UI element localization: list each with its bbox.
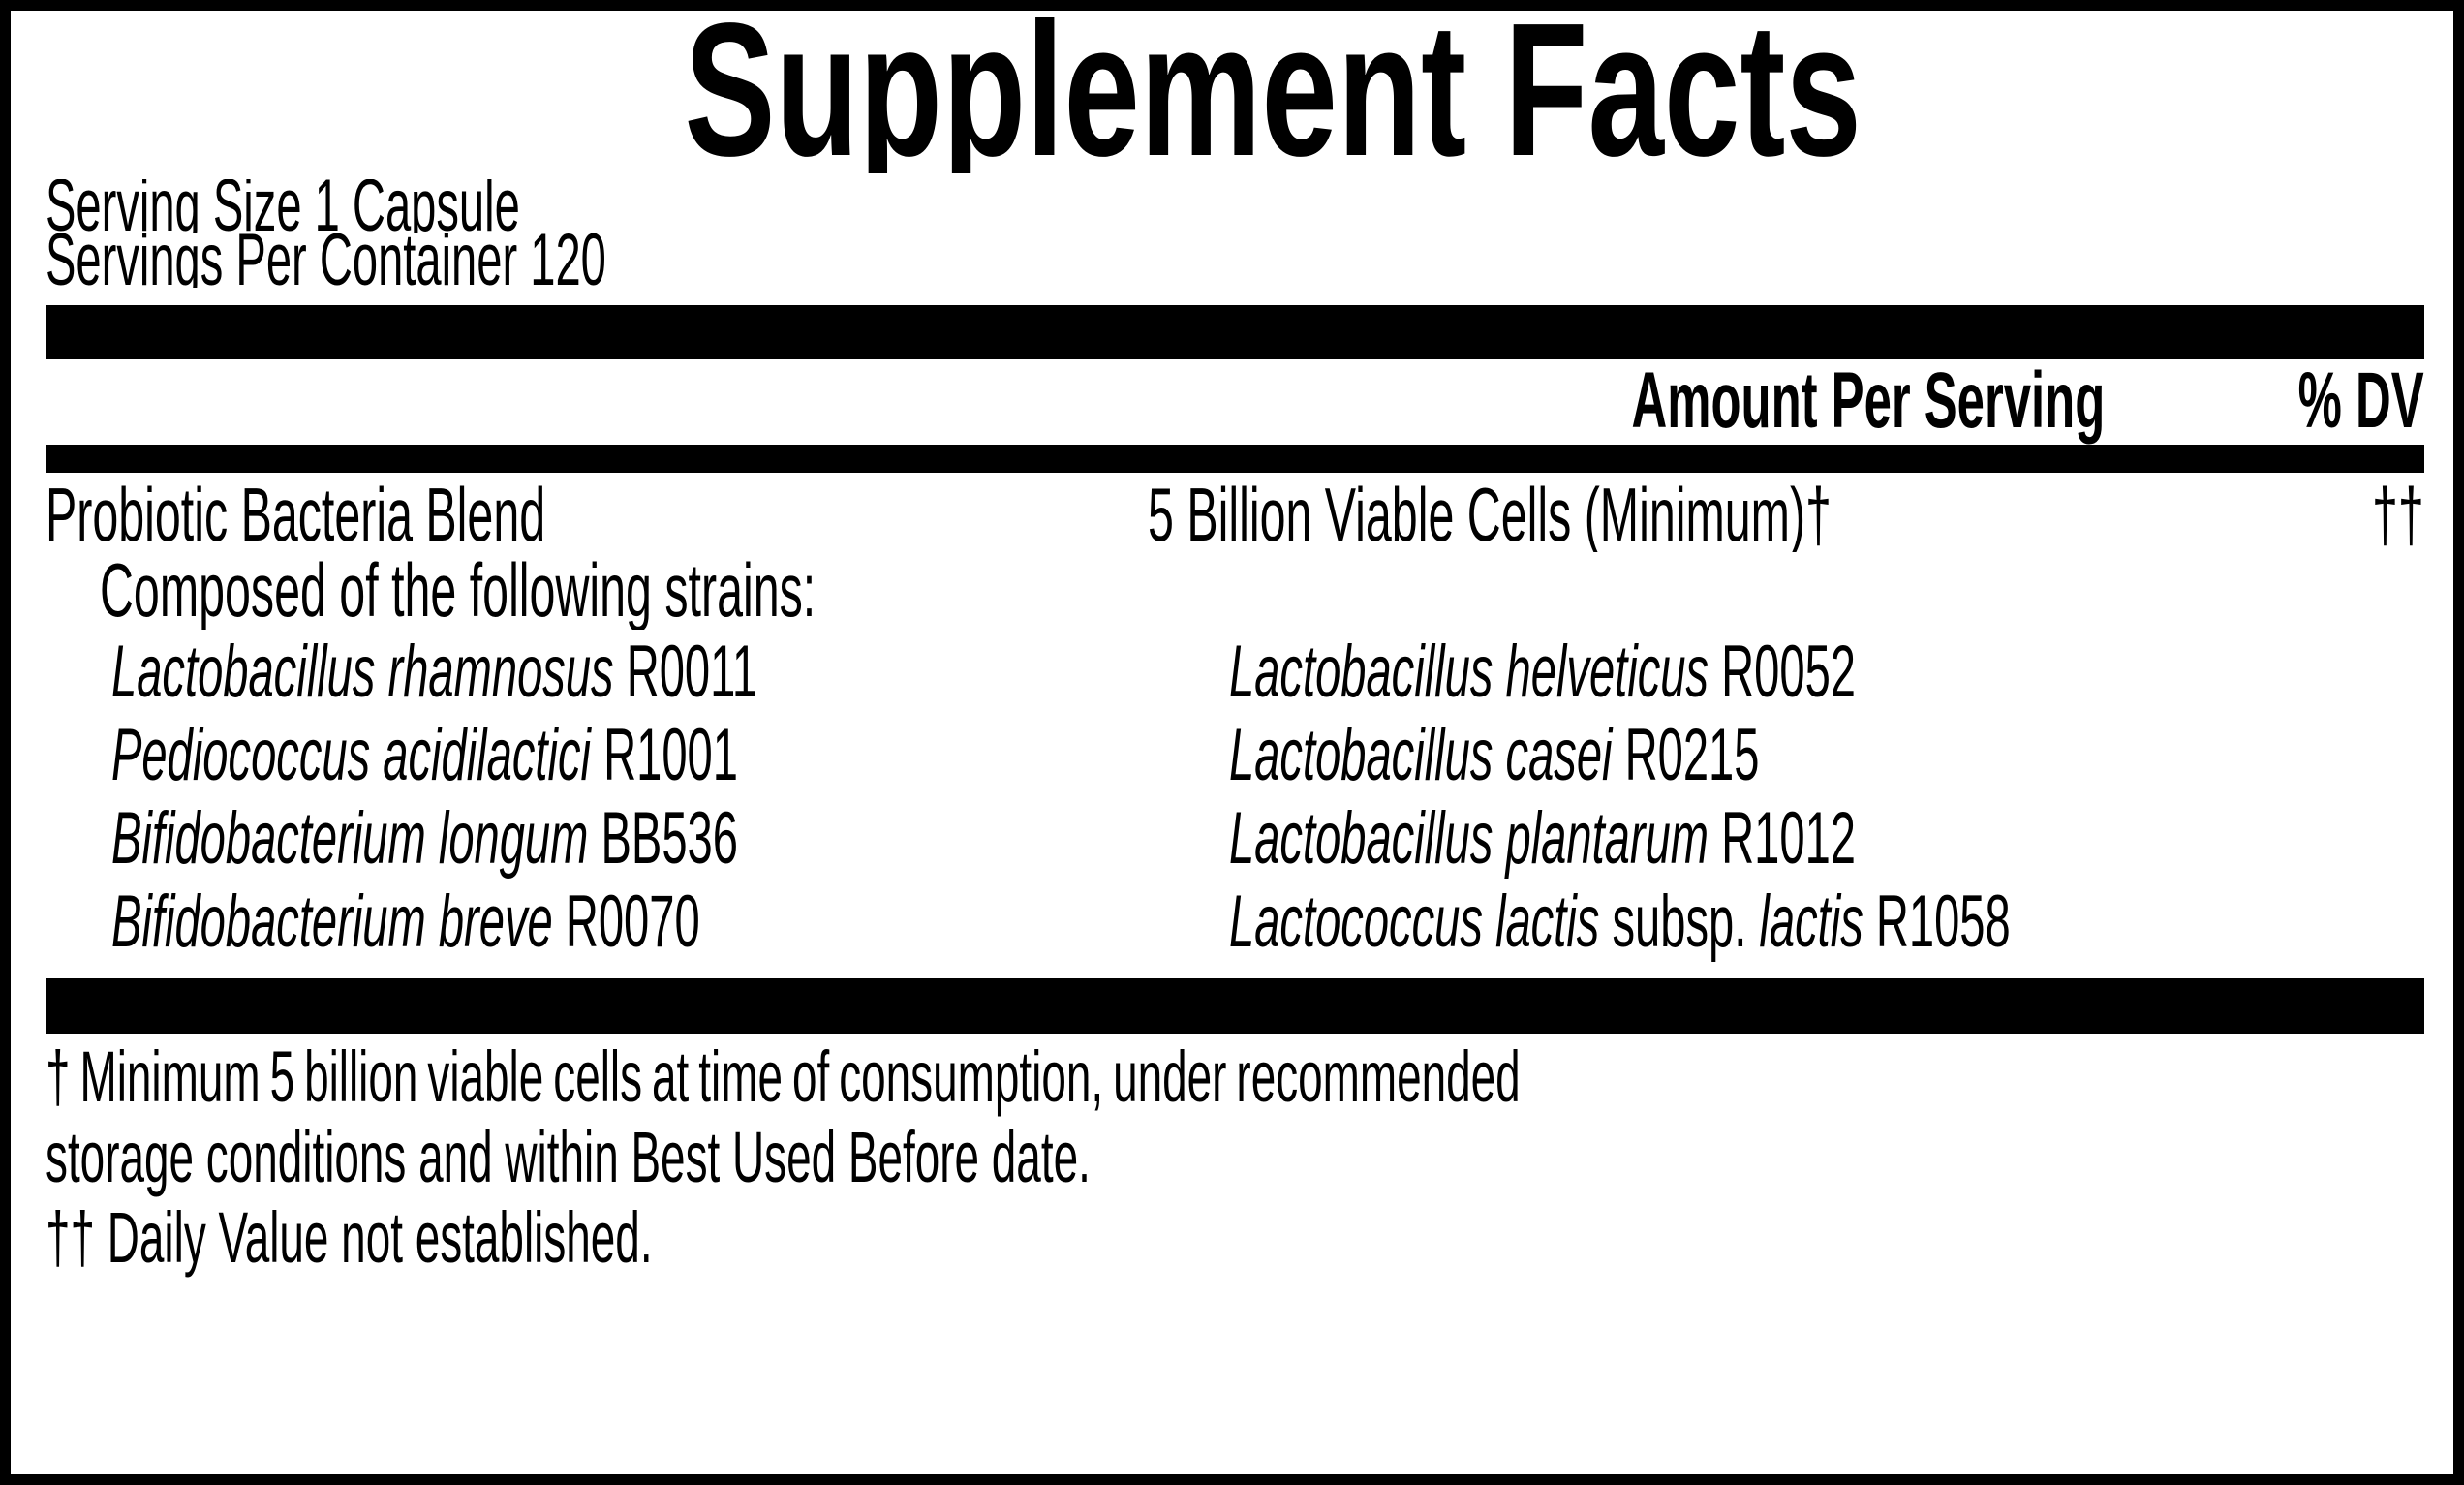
composed-of-text: Composed of the following strains: — [100, 552, 816, 630]
serving-info: Serving Size 1 Capsule Servings Per Cont… — [46, 179, 2424, 288]
strain-row: Pediococcus acidilactici R1001 Lactobaci… — [46, 719, 2424, 802]
percent-dv-label: % DV — [2298, 359, 2424, 445]
strain-grid: Lactobacillus rhamnosus R0011 Lactobacil… — [46, 635, 2424, 969]
blend-amount: 5 Billion Viable Cells (Minimum)† — [1148, 477, 2251, 552]
strain-subspecies: lactis — [1759, 885, 1863, 963]
strain-code: R0052 — [1721, 635, 1856, 713]
blend-name: Probiotic Bacteria Blend — [46, 477, 851, 552]
strain-row: Bifidobacterium longum BB536 Lactobacill… — [46, 802, 2424, 885]
strain-left: Bifidobacterium breve R0070 — [111, 885, 1061, 959]
strain-code: R1058 — [1875, 885, 2011, 963]
strain-code: R0215 — [1624, 719, 1760, 796]
strain-left: Lactobacillus rhamnosus R0011 — [111, 635, 1154, 709]
footnote-word: 5 — [269, 1041, 295, 1117]
strain-species: Pediococcus acidilactici — [111, 719, 591, 796]
footnote-line-3: †† Daily Value not established. — [46, 1202, 2424, 1283]
strain-species: Lactobacillus casei — [1229, 719, 1613, 796]
strain-code: R0070 — [565, 885, 700, 963]
serving-size-text: Serving Size 1 Capsule — [46, 179, 520, 233]
strain-row: Lactobacillus rhamnosus R0011 Lactobacil… — [46, 635, 2424, 719]
strain-code: R1001 — [603, 719, 738, 796]
servings-per-container-text: Servings Per Container 120 — [46, 233, 606, 288]
strain-code: R1012 — [1721, 802, 1856, 880]
strain-left: Bifidobacterium longum BB536 — [111, 802, 1123, 876]
amount-header-row: Amount Per Serving % DV — [46, 359, 2424, 445]
amount-per-serving-label: Amount Per Serving — [1631, 359, 2105, 445]
footnote-3-text: †† Daily Value not established. — [46, 1202, 653, 1278]
blend-dv-text: †† — [2372, 477, 2424, 552]
footnote-word: consumption, — [839, 1041, 1104, 1117]
strain-right: Lactobacillus plantarum R1012 — [1229, 802, 2240, 876]
strain-right: Lactococcus lactis subsp. lactis R1058 — [1229, 885, 2424, 959]
strain-row: Bifidobacterium breve R0070 Lactococcus … — [46, 885, 2424, 969]
footnote-word: Minimum — [79, 1041, 261, 1117]
blend-name-text: Probiotic Bacteria Blend — [46, 477, 546, 552]
strain-species: Lactobacillus helveticus — [1229, 635, 1709, 713]
footnote-line-1: † Minimum 5 billion viable cells at time… — [46, 1041, 2424, 1122]
strain-species: Bifidobacterium breve — [111, 885, 553, 963]
footnote-1-words: † Minimum 5 billion viable cells at time… — [46, 1041, 1521, 1113]
strain-code: BB536 — [601, 802, 738, 880]
dagger-icon: † — [46, 1041, 71, 1117]
strain-right: Lactobacillus casei R0215 — [1229, 719, 2084, 792]
footnote-word: of — [791, 1041, 830, 1117]
footnote-word: cells — [553, 1041, 643, 1117]
footnotes: † Minimum 5 billion viable cells at time… — [46, 1041, 2424, 1283]
strain-left: Pediococcus acidilactici R1001 — [111, 719, 1122, 792]
footnote-word: at — [652, 1041, 690, 1117]
footnote-word: billion — [304, 1041, 418, 1117]
rule-thick-top — [46, 305, 2424, 359]
strain-subsp-label: subsp. — [1612, 885, 1747, 963]
footnote-2-text: storage conditions and within Best Used … — [46, 1122, 1091, 1197]
strain-code: R0011 — [626, 635, 758, 713]
rule-medium-header — [46, 445, 2424, 473]
composed-of-row: Composed of the following strains: — [46, 552, 2424, 630]
rule-thick-bottom — [46, 978, 2424, 1034]
blend-amount-text: 5 Billion Viable Cells (Minimum)† — [1148, 477, 1832, 552]
servings-per-container-line: Servings Per Container 120 — [46, 233, 2424, 288]
strain-species: Lactobacillus plantarum — [1229, 802, 1709, 880]
footnote-word: viable — [427, 1041, 544, 1117]
footnote-word: under — [1113, 1041, 1227, 1117]
footnote-line-2: storage conditions and within Best Used … — [46, 1122, 2424, 1202]
strain-species: Bifidobacterium longum — [111, 802, 589, 880]
percent-dv-header: % DV — [2221, 361, 2424, 441]
serving-size-line: Serving Size 1 Capsule — [46, 179, 2424, 233]
strain-species: Lactococcus lactis — [1229, 885, 1600, 963]
amount-per-serving-header: Amount Per Serving — [1341, 361, 2105, 441]
page-title: Supplement Facts — [684, 11, 1862, 173]
blend-row: Probiotic Bacteria Blend 5 Billion Viabl… — [46, 477, 2424, 552]
blend-dv: †† — [2340, 477, 2424, 552]
title-row: Supplement Facts — [46, 11, 2424, 173]
footnote-word: time — [698, 1041, 783, 1117]
strain-species: Lactobacillus rhamnosus — [111, 635, 614, 713]
strain-right: Lactobacillus helveticus R0052 — [1229, 635, 2240, 709]
footnote-word: recommended — [1236, 1041, 1521, 1117]
